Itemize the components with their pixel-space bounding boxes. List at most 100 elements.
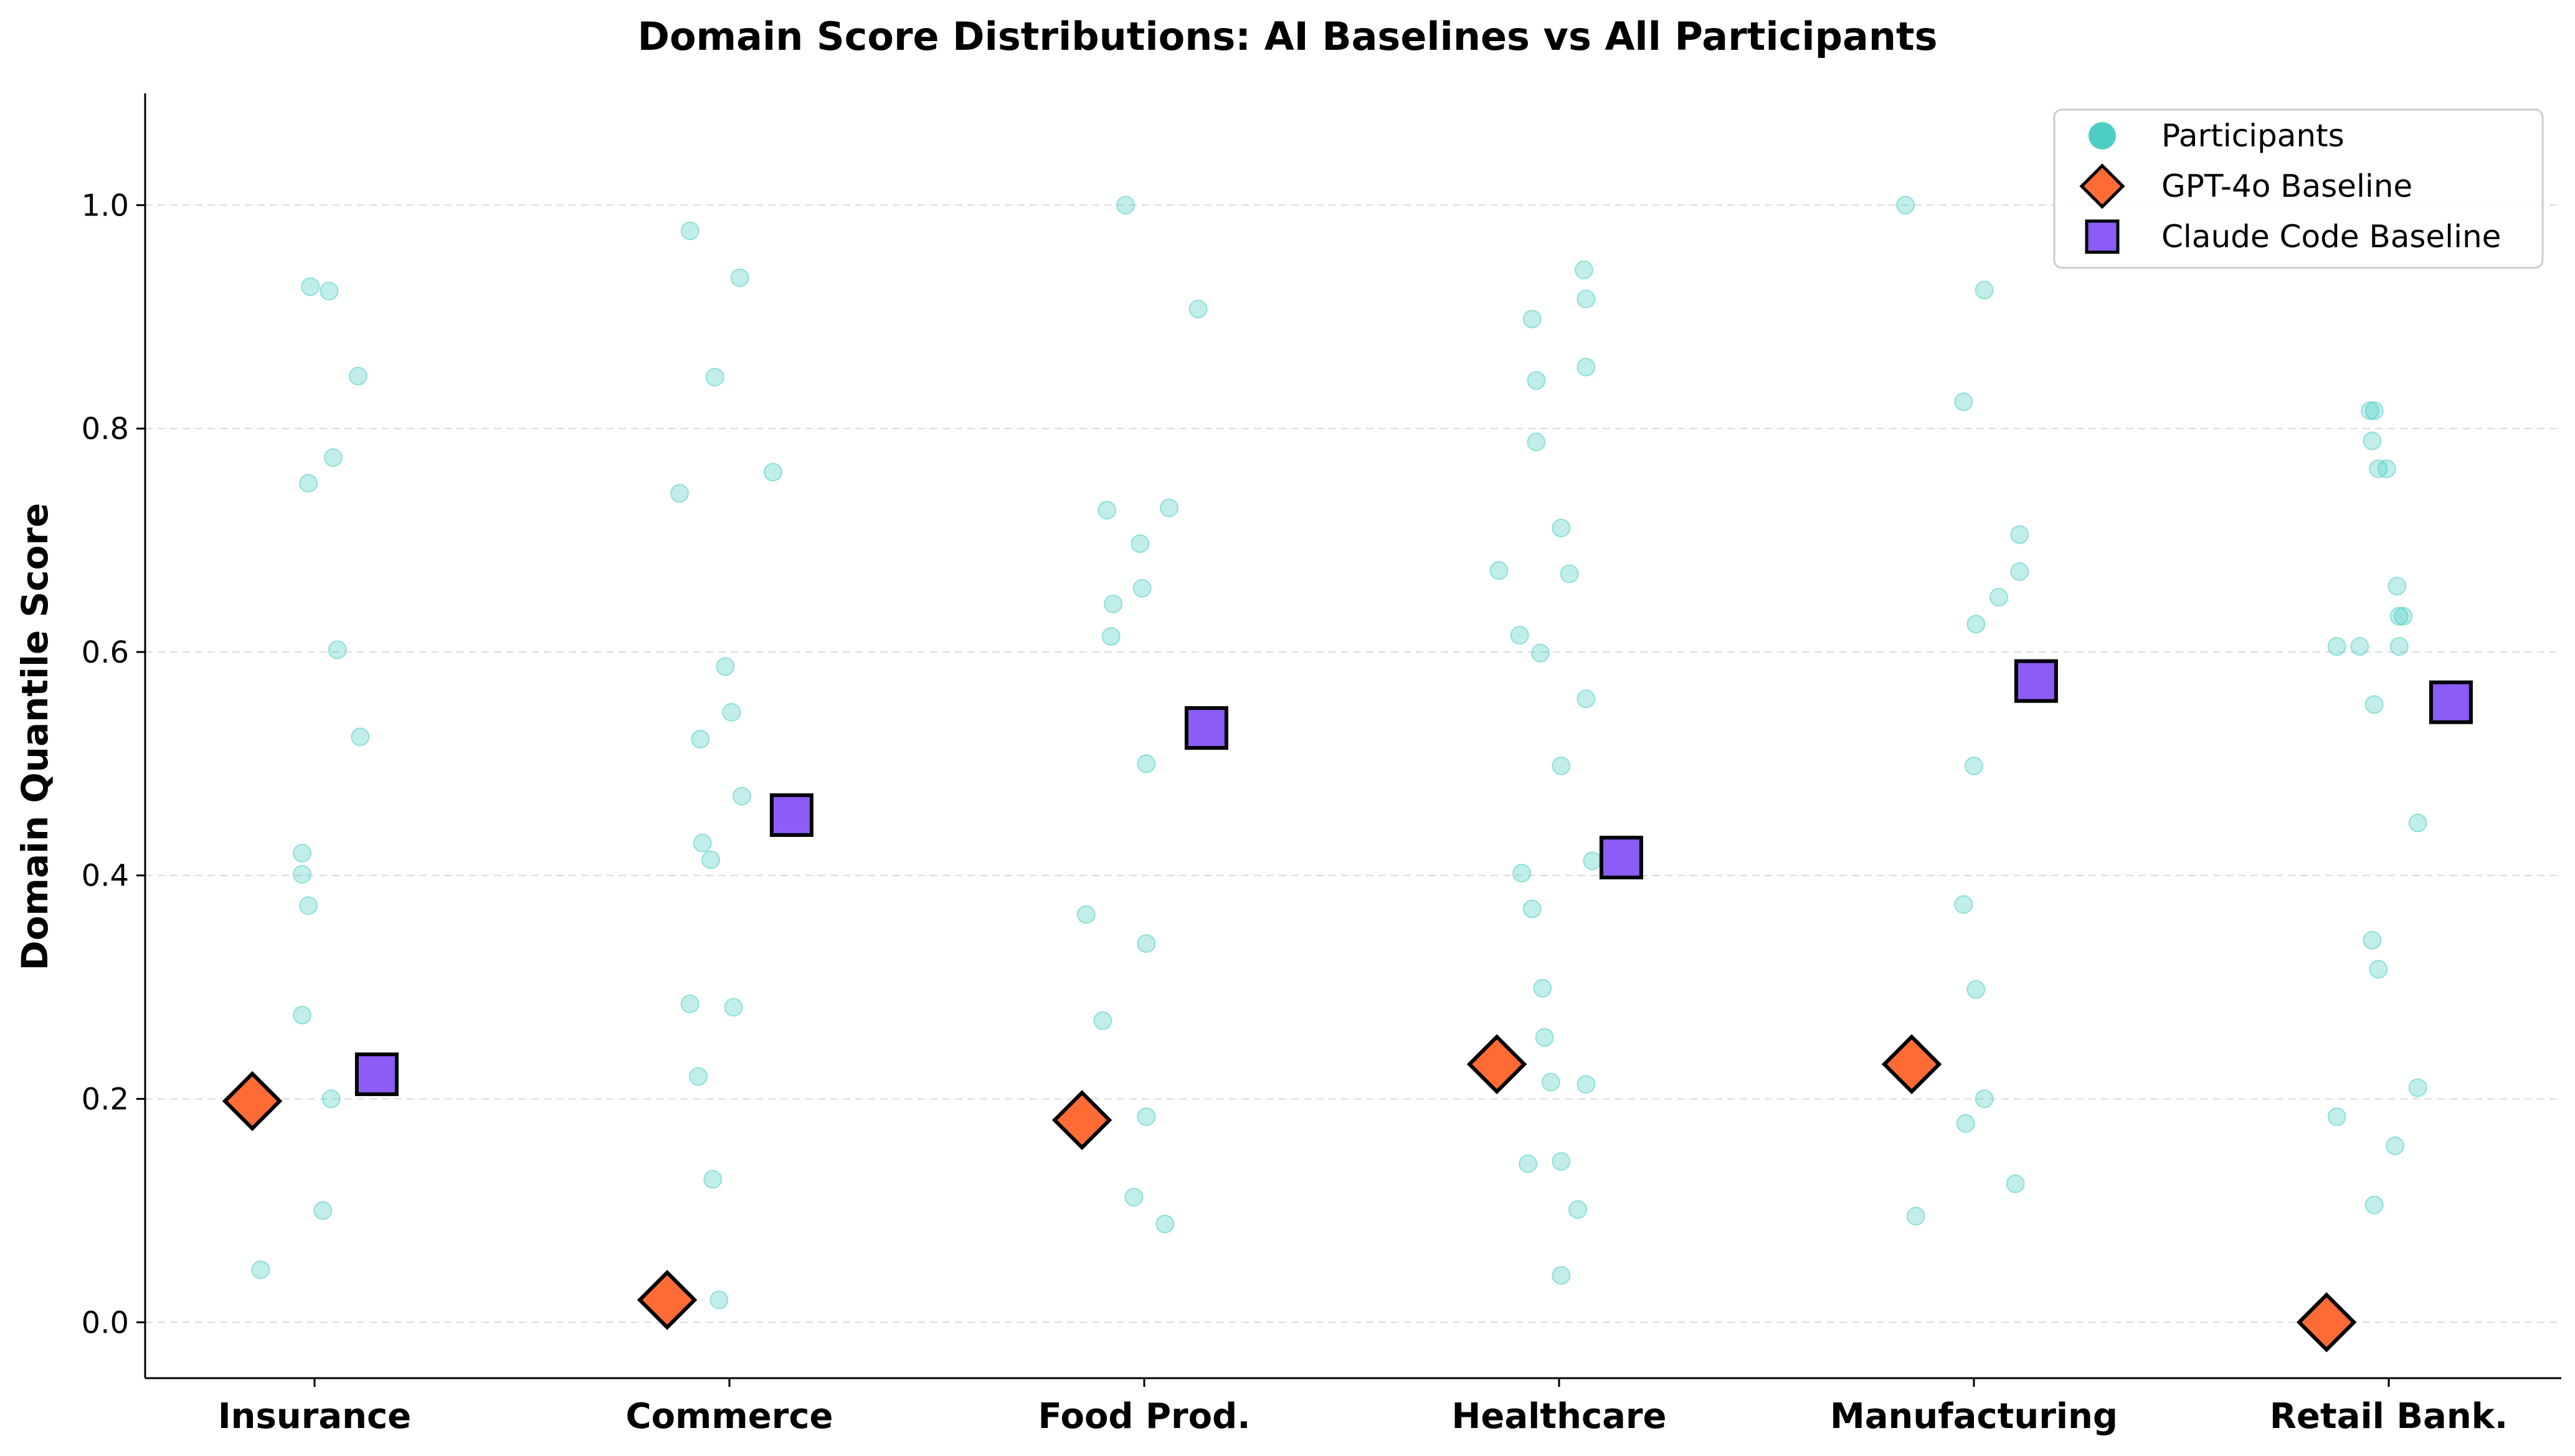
participant-point xyxy=(2364,401,2384,420)
participant-point xyxy=(1533,978,1552,998)
participant-point xyxy=(1510,626,1529,645)
x-tick-label-manufacturing: Manufacturing xyxy=(1830,1396,2118,1437)
participant-point xyxy=(2385,1136,2404,1155)
participant-point xyxy=(1568,1200,1587,1219)
grid-lines xyxy=(145,204,2561,1323)
y-tick-label: 0.4 xyxy=(82,859,129,894)
participant-point xyxy=(1577,1075,1596,1094)
participant-point xyxy=(2408,813,2427,833)
participant-point xyxy=(1896,196,1915,215)
participant-point xyxy=(351,727,370,747)
participant-point xyxy=(680,221,699,240)
gpt4o-baseline-point xyxy=(1881,1034,1942,1095)
participant-point xyxy=(299,474,318,493)
participant-point xyxy=(2389,636,2409,656)
y-tick-label: 0.6 xyxy=(82,635,129,670)
participant-point xyxy=(293,1005,312,1024)
gpt4o-baseline-point xyxy=(2296,1292,2357,1353)
participant-point xyxy=(2363,431,2382,450)
participant-point xyxy=(722,702,741,722)
participant-point xyxy=(691,729,710,749)
participant-point xyxy=(251,1260,270,1279)
participant-point xyxy=(1541,1072,1560,1092)
claude-code-baseline-point xyxy=(2429,680,2473,724)
legend-participants-marker xyxy=(2089,122,2116,149)
participant-point xyxy=(2361,401,2380,420)
y-axis-label: Domain Quantile Score xyxy=(14,503,56,971)
legend-label-participants: Participants xyxy=(2161,118,2345,154)
participant-point xyxy=(1966,980,1986,999)
x-tick-label-food-prod: Food Prod. xyxy=(1038,1396,1250,1437)
participant-point xyxy=(1527,432,1546,451)
gpt4o-baseline-point xyxy=(1466,1034,1527,1095)
participant-point xyxy=(1137,1107,1156,1127)
participant-point xyxy=(321,1089,341,1109)
participant-point xyxy=(2010,525,2029,544)
participant-point xyxy=(1535,1028,1554,1047)
claude-code-baseline-point xyxy=(2014,659,2058,703)
gpt4o-baseline-point xyxy=(222,1071,283,1132)
participant-point xyxy=(1522,899,1542,919)
y-tick-label: 0.0 xyxy=(82,1305,129,1340)
x-tick-label-healthcare: Healthcare xyxy=(1451,1396,1666,1437)
claude-code-baseline-point xyxy=(1599,836,1643,880)
participant-point xyxy=(2010,562,2029,581)
participant-point xyxy=(1531,643,1550,663)
chart-title: Domain Score Distributions: AI Baselines… xyxy=(637,14,1937,59)
baseline-series xyxy=(222,659,2473,1353)
participant-point xyxy=(1577,357,1596,377)
participant-point xyxy=(1093,1011,1112,1030)
participant-point xyxy=(2389,607,2409,626)
axes xyxy=(144,93,2561,1379)
participant-point xyxy=(1104,594,1123,613)
participant-point xyxy=(1552,756,1571,775)
participant-point xyxy=(1954,392,1973,412)
legend-gpt4o-marker xyxy=(2079,163,2125,209)
participant-point xyxy=(705,367,724,387)
participant-point xyxy=(1101,626,1121,646)
gpt4o-baseline-point xyxy=(637,1270,698,1330)
participant-point xyxy=(1076,905,1096,924)
legend-claude-marker xyxy=(2085,219,2120,254)
participant-point xyxy=(1188,300,1208,319)
claude-code-baseline-point xyxy=(354,1052,399,1097)
participant-point xyxy=(301,277,320,296)
participant-point xyxy=(293,843,312,863)
x-axis-ticks: Insurance Commerce Food Prod. Healthcare Man… xyxy=(218,1378,2508,1437)
gpt4o-baseline-point xyxy=(1051,1090,1112,1150)
participant-point xyxy=(2369,960,2388,979)
participant-point xyxy=(1954,895,1973,914)
participant-point xyxy=(1489,561,1509,580)
participant-point xyxy=(1574,260,1593,280)
x-tick-label-retail-bank: Retail Bank. xyxy=(2270,1396,2508,1437)
participant-point xyxy=(730,268,749,287)
participant-point xyxy=(693,833,712,853)
participant-point xyxy=(1966,615,1986,634)
x-tick-label-commerce: Commerce xyxy=(625,1396,833,1437)
participant-point xyxy=(293,864,312,884)
participant-point xyxy=(763,463,782,482)
participant-point xyxy=(1552,1151,1571,1171)
participant-point xyxy=(1552,518,1571,537)
claude-code-baseline-point xyxy=(1184,706,1228,750)
y-tick-label: 0.8 xyxy=(82,412,129,447)
participant-point xyxy=(732,787,751,806)
participant-point xyxy=(323,448,343,467)
participant-point xyxy=(1137,754,1156,773)
participant-point xyxy=(328,640,347,659)
legend-label-gpt-4o-baseline: GPT-4o Baseline xyxy=(2161,168,2412,204)
participant-point xyxy=(1956,1113,1975,1133)
participant-point xyxy=(299,896,318,915)
participant-point xyxy=(313,1201,333,1220)
participant-point xyxy=(2363,930,2382,950)
participant-point xyxy=(2006,1174,2025,1193)
participant-point xyxy=(2364,1195,2384,1214)
participant-point xyxy=(689,1067,708,1086)
participant-point xyxy=(1137,934,1156,953)
participant-point xyxy=(1131,534,1150,553)
participant-point xyxy=(2394,607,2413,626)
participants-series xyxy=(251,196,2427,1310)
participant-point xyxy=(1552,1265,1571,1285)
participant-point xyxy=(709,1290,729,1310)
